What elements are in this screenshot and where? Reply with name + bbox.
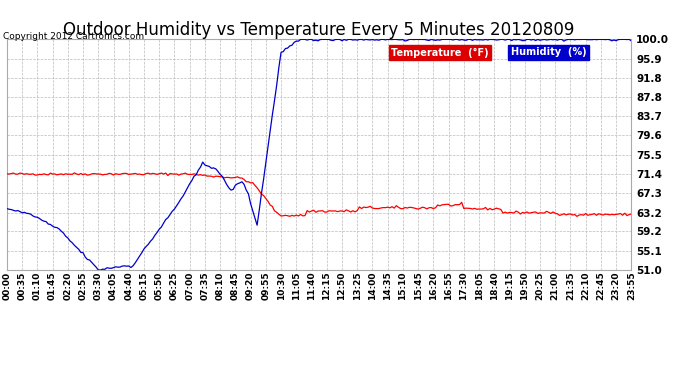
Title: Outdoor Humidity vs Temperature Every 5 Minutes 20120809: Outdoor Humidity vs Temperature Every 5 … [63, 21, 575, 39]
Text: Copyright 2012 Cartronics.com: Copyright 2012 Cartronics.com [3, 32, 145, 41]
Text: Temperature  (°F): Temperature (°F) [391, 48, 489, 57]
Text: Humidity  (%): Humidity (%) [511, 48, 586, 57]
